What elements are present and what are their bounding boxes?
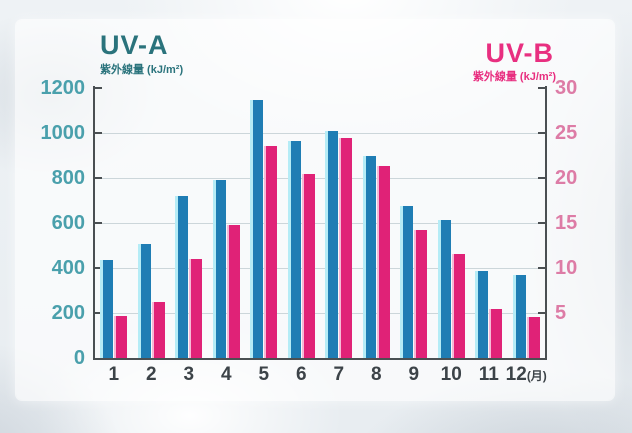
- uva-bar-month-4: [212, 180, 226, 358]
- left-axis-tick: [95, 222, 102, 224]
- left-axis-tick-label: 600: [51, 212, 85, 234]
- x-axis-month-label: 3: [183, 364, 195, 385]
- left-axis-tick-label: 200: [51, 302, 85, 324]
- month-bar-group: [133, 88, 171, 358]
- gridline: [95, 177, 545, 179]
- uvb-bar-month-12: [526, 316, 540, 358]
- x-axis-month-label: 10: [440, 364, 462, 385]
- left-axis-tick: [95, 87, 102, 89]
- x-axis-month-label: 12(月): [505, 364, 547, 385]
- right-axis-line: [545, 86, 547, 358]
- month-bar-group: [320, 88, 358, 358]
- uva-bar-month-6: [287, 140, 301, 358]
- x-axis-month-label: 9: [408, 364, 420, 385]
- month-bar-group: [208, 88, 246, 358]
- month-bar-group: [395, 88, 433, 358]
- uva-bar-month-1: [100, 260, 114, 358]
- month-bar-group: [508, 88, 546, 358]
- uva-bar-month-2: [137, 244, 151, 358]
- right-axis-tick-label: 5: [555, 302, 567, 324]
- right-axis-tick-label: 15: [555, 212, 578, 234]
- uva-bar-month-10: [437, 219, 451, 358]
- left-axis-tick: [95, 132, 102, 134]
- right-axis-tick-label: 30: [555, 77, 578, 99]
- uva-axis-unit-label: 紫外線量 (kJ/m²): [100, 64, 184, 76]
- left-axis-tick-label: 1000: [40, 122, 86, 144]
- left-axis-tick-label: 1200: [40, 77, 86, 99]
- uva-series-title: UV-A: [100, 30, 169, 60]
- uvb-series-title: UV-B: [485, 38, 554, 68]
- x-axis-month-label: 2: [145, 364, 157, 385]
- left-axis-tick-label: 400: [51, 257, 85, 279]
- uvb-bar-month-1: [114, 315, 128, 358]
- month-bar-group: [95, 88, 133, 358]
- left-axis-tick-label: 0: [73, 347, 85, 369]
- month-bar-group: [170, 88, 208, 358]
- left-axis-tick-label: 800: [51, 167, 85, 189]
- uvb-bar-month-8: [376, 166, 390, 358]
- month-unit-suffix: (月): [526, 369, 547, 383]
- uvb-bar-month-2: [151, 302, 165, 358]
- gridline: [95, 312, 545, 314]
- uva-bar-month-5: [250, 100, 264, 358]
- right-axis-tick-label: 20: [555, 167, 578, 189]
- gridline: [95, 222, 545, 224]
- uva-bar-month-7: [325, 130, 339, 358]
- month-bar-group: [283, 88, 321, 358]
- right-axis-tick: [538, 312, 545, 314]
- uvb-bar-month-9: [414, 230, 428, 358]
- x-axis-month-label: 6: [295, 364, 307, 385]
- month-bar-group: [470, 88, 508, 358]
- x-axis-month-label: 7: [333, 364, 345, 385]
- left-axis-tick: [95, 177, 102, 179]
- uva-bar-month-12: [512, 274, 526, 358]
- gridline: [95, 267, 545, 269]
- left-axis-line: [93, 86, 95, 358]
- uvb-bar-month-6: [301, 174, 315, 358]
- x-axis-month-label: 1: [108, 364, 120, 385]
- month-bar-group: [245, 88, 283, 358]
- x-axis-month-label: 5: [258, 364, 270, 385]
- uva-bar-month-8: [362, 155, 376, 358]
- right-axis-tick-label: 25: [555, 122, 578, 144]
- uvb-bar-month-3: [189, 259, 203, 358]
- uvb-bar-month-5: [264, 145, 278, 358]
- right-axis-tick: [538, 267, 545, 269]
- month-bar-group: [433, 88, 471, 358]
- uvb-bar-month-7: [339, 137, 353, 358]
- right-axis-tick: [538, 132, 545, 134]
- x-axis-month-label: 11: [478, 364, 499, 385]
- uva-bar-month-3: [175, 196, 189, 358]
- left-axis-tick: [95, 267, 102, 269]
- chart-panel: UV-A 紫外線量 (kJ/m²) UV-B 紫外線量 (kJ/m²) 0 200…: [16, 20, 614, 400]
- uva-bar-month-11: [475, 271, 489, 358]
- uvb-axis-unit-label: 紫外線量 (kJ/m²): [472, 71, 556, 83]
- gridline: [95, 132, 545, 134]
- right-axis-tick: [538, 177, 545, 179]
- uva-bar-month-9: [400, 206, 414, 358]
- uvb-bar-month-10: [451, 253, 465, 358]
- x-axis-month-label: 8: [370, 364, 382, 385]
- x-axis-month-label: 4: [220, 364, 232, 385]
- right-axis-tick: [538, 222, 545, 224]
- uvb-bar-month-4: [226, 224, 240, 358]
- right-axis-tick: [538, 87, 545, 89]
- right-axis-tick-label: 10: [555, 257, 578, 279]
- plot-area: 0 200 400 600 800 1000 1200 5 10 15 20 25 30 1 2 3 4 5 6 7 8…: [41, 77, 578, 385]
- uvb-bar-month-11: [489, 308, 503, 358]
- x-axis-line: [93, 358, 547, 360]
- month-bar-group: [358, 88, 396, 358]
- left-axis-tick: [95, 312, 102, 314]
